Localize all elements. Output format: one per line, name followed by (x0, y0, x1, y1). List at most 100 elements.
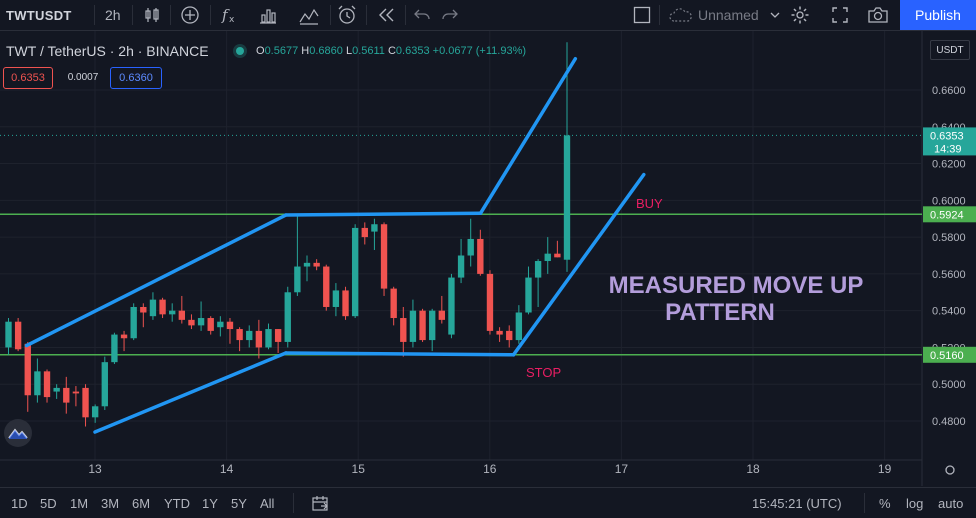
candle (53, 384, 60, 399)
candle (554, 240, 561, 258)
redo-icon[interactable] (437, 3, 463, 27)
x-tick-label: 18 (746, 462, 760, 476)
candle-body (544, 253, 551, 262)
publish-button[interactable]: Publish (900, 0, 976, 30)
candle-body (419, 310, 426, 341)
range-all-button[interactable]: All (260, 495, 275, 511)
replay-rewind-icon[interactable] (374, 3, 400, 27)
candle (91, 404, 99, 423)
candle-body (409, 310, 417, 342)
candle-body (303, 262, 311, 267)
financials-icon[interactable] (255, 3, 281, 27)
channel-upper-left-line (24, 213, 288, 348)
candle-body (63, 387, 70, 403)
candles-style-icon[interactable] (139, 3, 165, 27)
candle-body (486, 273, 494, 331)
x-tick-label: 15 (352, 462, 366, 476)
candle (303, 255, 311, 282)
price-label-bg (923, 127, 976, 156)
candle-body (554, 253, 561, 258)
fullscreen-square-icon[interactable] (629, 3, 655, 27)
candle-body (111, 334, 118, 363)
candle (101, 356, 108, 410)
candle (448, 273, 455, 339)
candle-body (534, 261, 542, 278)
candle-body (34, 371, 41, 396)
price-label-bg (923, 206, 976, 223)
candle-body (371, 224, 378, 232)
svg-text:x: x (229, 15, 235, 25)
candle (63, 376, 70, 414)
sell-price-button[interactable]: 0.6353 (3, 67, 53, 89)
range-top-line (284, 211, 483, 217)
toolbar-divider (330, 5, 331, 25)
candle-body (255, 330, 263, 348)
toolbar-divider (132, 5, 133, 25)
axis-settings-icon (945, 465, 955, 475)
candle-body (178, 310, 186, 320)
symbol-header: TWT / TetherUS · 2h · BINANCE (6, 43, 209, 59)
percent-scale-toggle[interactable]: % (879, 495, 891, 511)
interval-button[interactable]: 2h (105, 7, 121, 23)
candle (72, 386, 80, 407)
alert-clock-icon[interactable] (334, 3, 360, 27)
candle-body (563, 135, 571, 260)
candle-body (448, 277, 455, 335)
candle-body (438, 310, 445, 320)
low-value: 0.5611 (352, 45, 385, 57)
candle (457, 238, 465, 284)
spread-value: 0.0007 (67, 71, 99, 83)
candle-body (284, 292, 291, 342)
candle-body (265, 329, 272, 348)
range-ytd-button[interactable]: YTD (164, 495, 190, 511)
candle (130, 303, 137, 341)
y-tick-label: 0.4800 (932, 416, 966, 428)
symbol-search-button[interactable]: TWTUSDT (6, 7, 72, 23)
y-tick-label: 0.5800 (932, 232, 966, 244)
auto-scale-toggle[interactable]: auto (938, 495, 964, 511)
change-value: +0.0677 (+11.93%) (432, 45, 527, 57)
candle-body (332, 290, 340, 307)
candle-body (467, 238, 474, 256)
buy-annotation: BUY (636, 196, 663, 211)
open-value: 0.5677 (264, 45, 299, 57)
candle-body (246, 330, 253, 341)
ohlc-readout: O0.5677 H0.6860 L0.5611 C0.6353 +0.0677 … (256, 45, 526, 57)
close-value: 0.6353 (395, 45, 430, 57)
candle (43, 369, 51, 403)
compare-add-icon[interactable] (177, 3, 203, 27)
templates-icon[interactable] (296, 3, 322, 27)
goto-date-icon[interactable] (311, 488, 329, 518)
range-3m-button[interactable]: 3M (101, 495, 120, 511)
range-1m-button[interactable]: 1M (70, 495, 89, 511)
log-scale-toggle[interactable]: log (906, 495, 924, 511)
price-label-text: 0.5924 (930, 209, 964, 221)
fullscreen-expand-icon[interactable] (827, 3, 853, 27)
layout-name-button[interactable]: Unnamed (668, 0, 781, 30)
price-label-text: 0.6353 (930, 130, 964, 142)
candle (34, 358, 41, 403)
y-tick-label: 0.5400 (932, 306, 966, 318)
range-6m-button[interactable]: 6M (132, 495, 151, 511)
candle (294, 215, 301, 296)
settings-gear-icon[interactable] (787, 3, 813, 27)
x-tick-label: 17 (615, 462, 629, 476)
toolbar-divider (210, 5, 211, 25)
range-5d-button[interactable]: 5D (40, 495, 57, 511)
candle (351, 224, 359, 319)
range-5y-button[interactable]: 5Y (231, 495, 247, 511)
range-1d-button[interactable]: 1D (11, 495, 28, 511)
candle (361, 222, 368, 245)
candle-body (429, 310, 436, 341)
buy-price-button[interactable]: 0.6360 (110, 67, 162, 89)
candle-body (226, 321, 234, 330)
camera-snapshot-icon[interactable] (865, 3, 891, 27)
undo-icon[interactable] (409, 3, 435, 27)
candle (149, 292, 157, 320)
currency-button[interactable]: USDT (930, 40, 970, 60)
range-1y-button[interactable]: 1Y (202, 495, 218, 511)
clock-readout[interactable]: 15:45:21 (UTC) (752, 495, 842, 511)
tradingview-logo-icon[interactable] (4, 419, 32, 447)
price-chart[interactable]: 0.48000.50000.52000.54000.56000.58000.60… (0, 31, 976, 486)
